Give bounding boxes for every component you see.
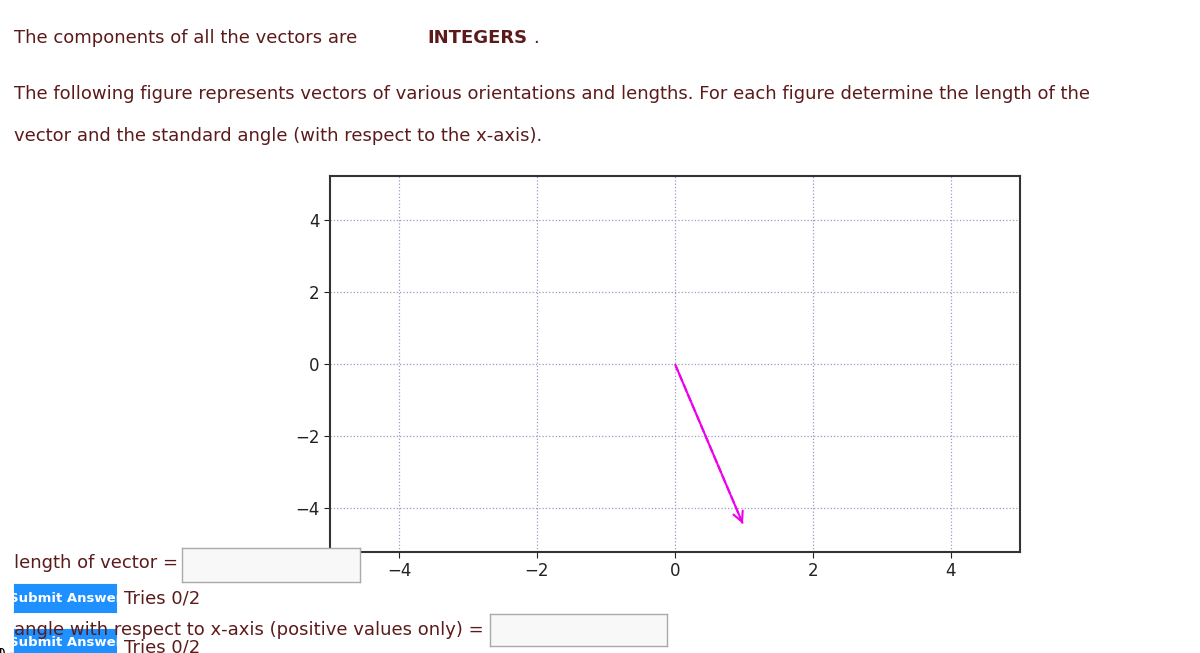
Text: The following figure represents vectors of various orientations and lengths. For: The following figure represents vectors … [14, 85, 1091, 103]
Text: Tries 0/2: Tries 0/2 [124, 589, 200, 607]
Text: .: . [533, 29, 539, 48]
Text: angle with respect to x-axis (positive values only) =: angle with respect to x-axis (positive v… [14, 621, 484, 639]
Text: Submit Answer: Submit Answer [8, 592, 122, 605]
Text: length of vector =: length of vector = [14, 554, 179, 572]
Text: The components of all the vectors are: The components of all the vectors are [14, 29, 364, 48]
Text: INTEGERS: INTEGERS [427, 29, 527, 48]
Text: Submit Answer: Submit Answer [8, 636, 122, 649]
Text: vector and the standard angle (with respect to the x-axis).: vector and the standard angle (with resp… [14, 127, 542, 146]
Text: Tries 0/2: Tries 0/2 [124, 639, 200, 653]
